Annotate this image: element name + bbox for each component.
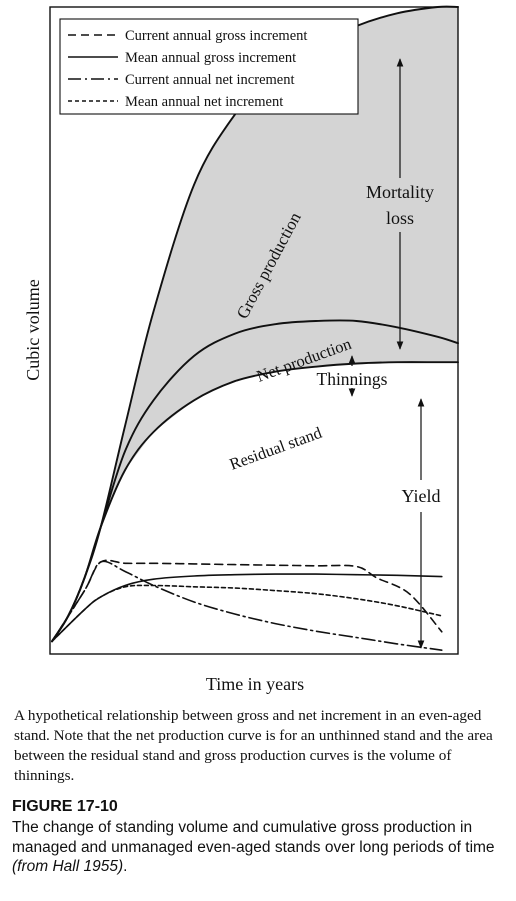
shaded-area-thinnings — [52, 6, 458, 642]
series-mean-annual-net-increment — [51, 584, 443, 643]
legend-entry-mean-annual-net: Mean annual net increment — [125, 94, 283, 110]
legend-entry-mean-annual-gross: Mean annual gross increment — [125, 50, 296, 66]
series-current-annual-net-increment — [51, 560, 443, 651]
plot-frame — [49, 6, 459, 655]
legend-box — [59, 18, 359, 115]
figure-caption-main: The change of standing volume and cumula… — [12, 819, 495, 856]
y-axis-label: Cubic volume — [23, 279, 43, 381]
series-residual-stand — [51, 361, 459, 643]
x-axis-label: Time in years — [206, 674, 304, 694]
figure-description: A hypothetical relationship between gros… — [14, 707, 493, 784]
thinnings-shaded-area — [52, 6, 458, 642]
figure-caption: The change of standing volume and cumula… — [12, 818, 507, 877]
curves — [51, 5, 459, 651]
figure-caption-end: . — [123, 858, 128, 875]
series-mean-annual-gross-increment — [51, 573, 443, 643]
series-current-annual-gross-increment — [51, 559, 443, 643]
figure-label: FIGURE 17-10 — [12, 798, 118, 815]
chart: Current annual gross increment Mean annu… — [23, 5, 459, 694]
legend-entry-current-annual-net: Current annual net increment — [125, 72, 295, 88]
label-residual-stand: Residual stand — [227, 423, 325, 474]
label-thinnings: Thinnings — [317, 369, 388, 389]
label-yield: Yield — [402, 486, 441, 506]
legend-entry-current-annual-gross: Current annual gross increment — [125, 28, 307, 44]
label-mortality-loss-line1: Mortality — [366, 182, 434, 202]
figure-caption-source: (from Hall 1955) — [12, 858, 124, 875]
legend: Current annual gross increment Mean annu… — [59, 18, 359, 115]
label-mortality-loss-line2: loss — [386, 208, 414, 228]
